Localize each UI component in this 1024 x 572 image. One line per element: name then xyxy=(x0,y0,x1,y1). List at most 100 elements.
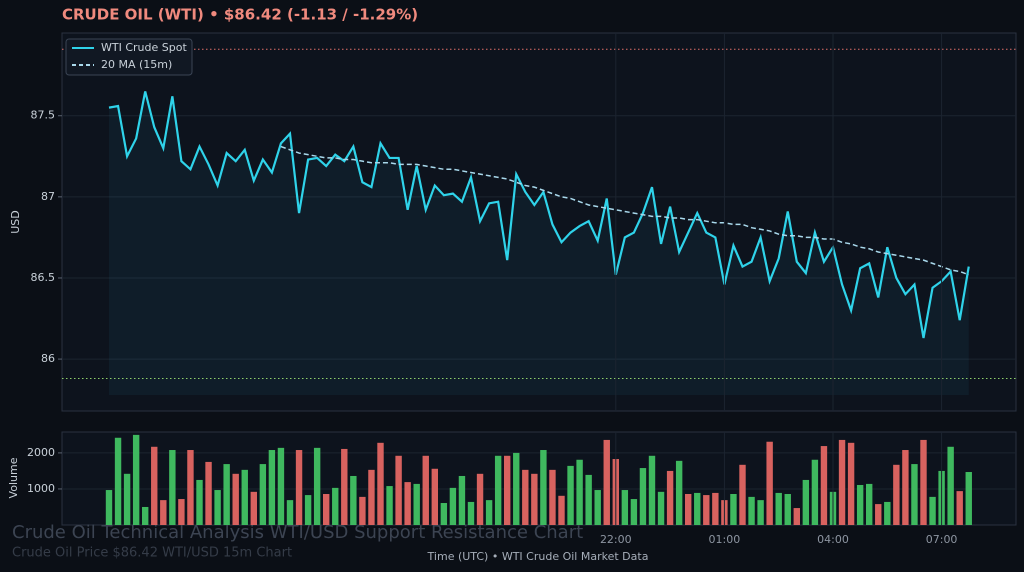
volume-bar xyxy=(259,464,267,525)
volume-bar xyxy=(657,491,665,525)
volume-bar xyxy=(377,442,384,525)
volume-bar xyxy=(114,437,122,525)
volume-bar xyxy=(802,479,810,525)
x-tick-label: 22:00 xyxy=(600,533,632,546)
volume-bar xyxy=(196,479,203,525)
volume-bar xyxy=(494,455,502,525)
volume-bar xyxy=(286,500,294,525)
volume-bar xyxy=(866,483,873,525)
y-tick-label: 87.5 xyxy=(31,109,56,122)
volume-bar xyxy=(350,475,357,525)
volume-bar xyxy=(169,450,176,525)
volume-bar xyxy=(368,469,375,525)
volume-bar xyxy=(132,434,140,525)
volume-bar xyxy=(956,491,963,525)
area-fill xyxy=(109,91,969,395)
volume-bar xyxy=(422,455,429,525)
volume-bar xyxy=(467,501,475,525)
volume-bar xyxy=(585,474,592,525)
y-tick-label: 1000 xyxy=(27,482,55,495)
x-tick-label: 04:00 xyxy=(817,533,849,546)
volume-bar xyxy=(947,446,954,525)
volume-bar xyxy=(811,459,819,525)
volume-bar xyxy=(522,469,529,525)
legend-box xyxy=(65,38,193,76)
volume-bar xyxy=(295,450,303,525)
volume-bar xyxy=(911,464,918,525)
volume-bar xyxy=(232,473,239,525)
chart-title: CRUDE OIL (WTI) • $86.42 (-1.13 / -1.29%… xyxy=(62,6,418,24)
y-axis-label: USD xyxy=(9,210,22,234)
volume-bar xyxy=(277,447,285,525)
y-tick-label: 2000 xyxy=(27,446,55,459)
volume-bar xyxy=(648,455,656,525)
volume-bar xyxy=(639,468,647,525)
volume-bar xyxy=(123,473,131,525)
y-axis-label: Volume xyxy=(7,457,20,498)
volume-bar xyxy=(875,504,882,525)
volume-bar xyxy=(404,482,411,525)
volume-bar xyxy=(341,448,348,525)
x-tick-label: 01:00 xyxy=(709,533,741,546)
watermark-title: Crude Oil Technical Analysis WTI/USD Sup… xyxy=(12,522,583,543)
volume-bar xyxy=(241,469,248,525)
volume-bar xyxy=(703,495,710,525)
volume-bar xyxy=(386,486,393,525)
volume-bar xyxy=(250,491,257,525)
watermark-subtitle: Crude Oil Price $86.42 WTI/USD 15m Chart xyxy=(12,546,292,561)
volume-bar xyxy=(594,490,601,525)
x-axis-label: Time (UTC) • WTI Crude Oil Market Data xyxy=(427,550,649,563)
volume-bar xyxy=(440,503,448,525)
volume-bar xyxy=(902,450,909,525)
volume-bar xyxy=(178,499,185,525)
volume-bar xyxy=(531,473,538,525)
volume-bar xyxy=(214,490,221,525)
volume-panel xyxy=(61,431,1017,526)
volume-bar xyxy=(313,447,321,525)
volume-bar xyxy=(413,483,420,525)
volume-bar xyxy=(187,450,194,525)
volume-bar xyxy=(630,499,638,525)
volume-bar xyxy=(685,494,692,525)
volume-bar xyxy=(621,490,629,525)
volume-bar xyxy=(603,439,610,525)
volume-bar xyxy=(332,487,339,525)
price-panel xyxy=(61,32,1017,412)
volume-bar xyxy=(730,494,737,525)
y-tick-label: 86 xyxy=(41,352,55,365)
volume-bar xyxy=(540,450,547,525)
volume-bar xyxy=(549,469,556,525)
volume-bar xyxy=(105,490,113,525)
volume-bar xyxy=(838,439,846,525)
volume-bar xyxy=(449,487,457,525)
volume-bar xyxy=(304,495,312,525)
volume-bar xyxy=(675,460,683,525)
series-line xyxy=(280,145,970,276)
volume-bar xyxy=(513,452,520,525)
x-tick-label: 07:00 xyxy=(926,533,958,546)
volume-bar xyxy=(268,450,276,525)
volume-bar xyxy=(359,496,366,525)
volume-bar xyxy=(920,439,927,525)
volume-bar xyxy=(965,472,972,525)
volume-bar xyxy=(485,500,493,525)
volume-bar xyxy=(784,494,791,525)
volume-bar xyxy=(712,492,719,525)
volume-bar xyxy=(458,475,466,525)
volume-bar xyxy=(576,459,583,525)
volume-bar xyxy=(775,492,782,525)
volume-bar xyxy=(766,441,773,525)
volume-bar xyxy=(395,455,402,525)
legend-label: 20 MA (15m) xyxy=(101,58,172,71)
y-tick-label: 87 xyxy=(41,190,55,203)
volume-bar xyxy=(431,468,438,525)
legend-label: WTI Crude Spot xyxy=(101,41,187,54)
volume-bar xyxy=(223,464,230,525)
y-tick-label: 86.5 xyxy=(31,271,56,284)
volume-bar xyxy=(205,461,212,525)
volume-bar xyxy=(476,473,484,525)
volume-bar xyxy=(793,508,800,525)
series-line xyxy=(108,91,970,339)
